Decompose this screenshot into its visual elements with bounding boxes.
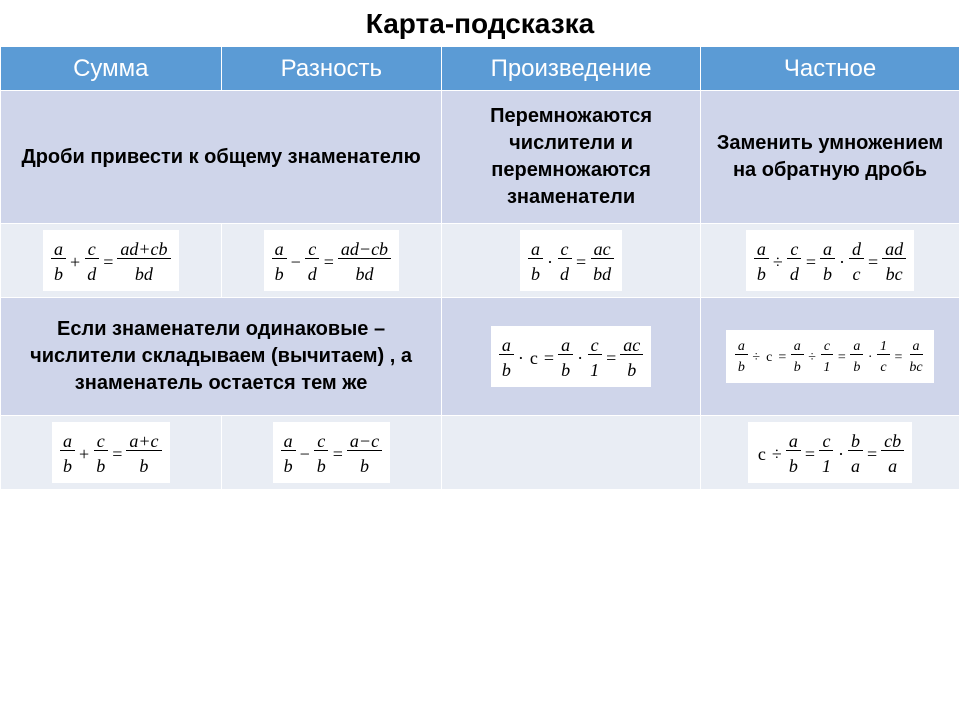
formula-quot-int: ab ÷ c = ab ÷ c1 = ab · 1c = abc	[726, 330, 933, 383]
formula-row-1: ab + cd = ad+cbbd ab − cd = ad−cbbd	[1, 224, 960, 298]
col-diff: Разность	[221, 47, 442, 91]
hint-quotient: Заменить умножением на обратную дробь	[701, 91, 960, 224]
formula-prod: ab · cd = acbd	[520, 230, 622, 291]
hint-row: Дроби привести к общему знаменателю Пере…	[1, 91, 960, 224]
hint-product: Перемножаются числители и перемножаются …	[442, 91, 701, 224]
formula-prod-int: ab · c = ab · c1 = acb	[491, 326, 651, 387]
formula-sum: ab + cd = ad+cbbd	[43, 230, 178, 291]
formula-row-3: ab + cb = a+cb ab − cb = a−cb	[1, 416, 960, 490]
hint-sum-diff: Дроби привести к общему знаменателю	[1, 91, 442, 224]
formula-int-div-frac: c ÷ ab = c1 · ba = cba	[748, 422, 912, 483]
col-quot: Частное	[701, 47, 960, 91]
note-row: Если знаменатели одинаковые – числители …	[1, 298, 960, 416]
page-title: Карта-подсказка	[0, 0, 960, 46]
col-prod: Произведение	[442, 47, 701, 91]
formula-quot: ab ÷ cd = ab · dc = adbc	[746, 230, 914, 291]
formula-sum-same: ab + cb = a+cb	[52, 422, 169, 483]
col-sum: Сумма	[1, 47, 222, 91]
header-row: Сумма Разность Произведение Частное	[1, 47, 960, 91]
formula-diff-same: ab − cb = a−cb	[273, 422, 390, 483]
note-same-denom: Если знаменатели одинаковые – числители …	[1, 298, 442, 416]
cheat-sheet-table: Сумма Разность Произведение Частное Дроб…	[0, 46, 960, 490]
formula-diff: ab − cd = ad−cbbd	[264, 230, 399, 291]
